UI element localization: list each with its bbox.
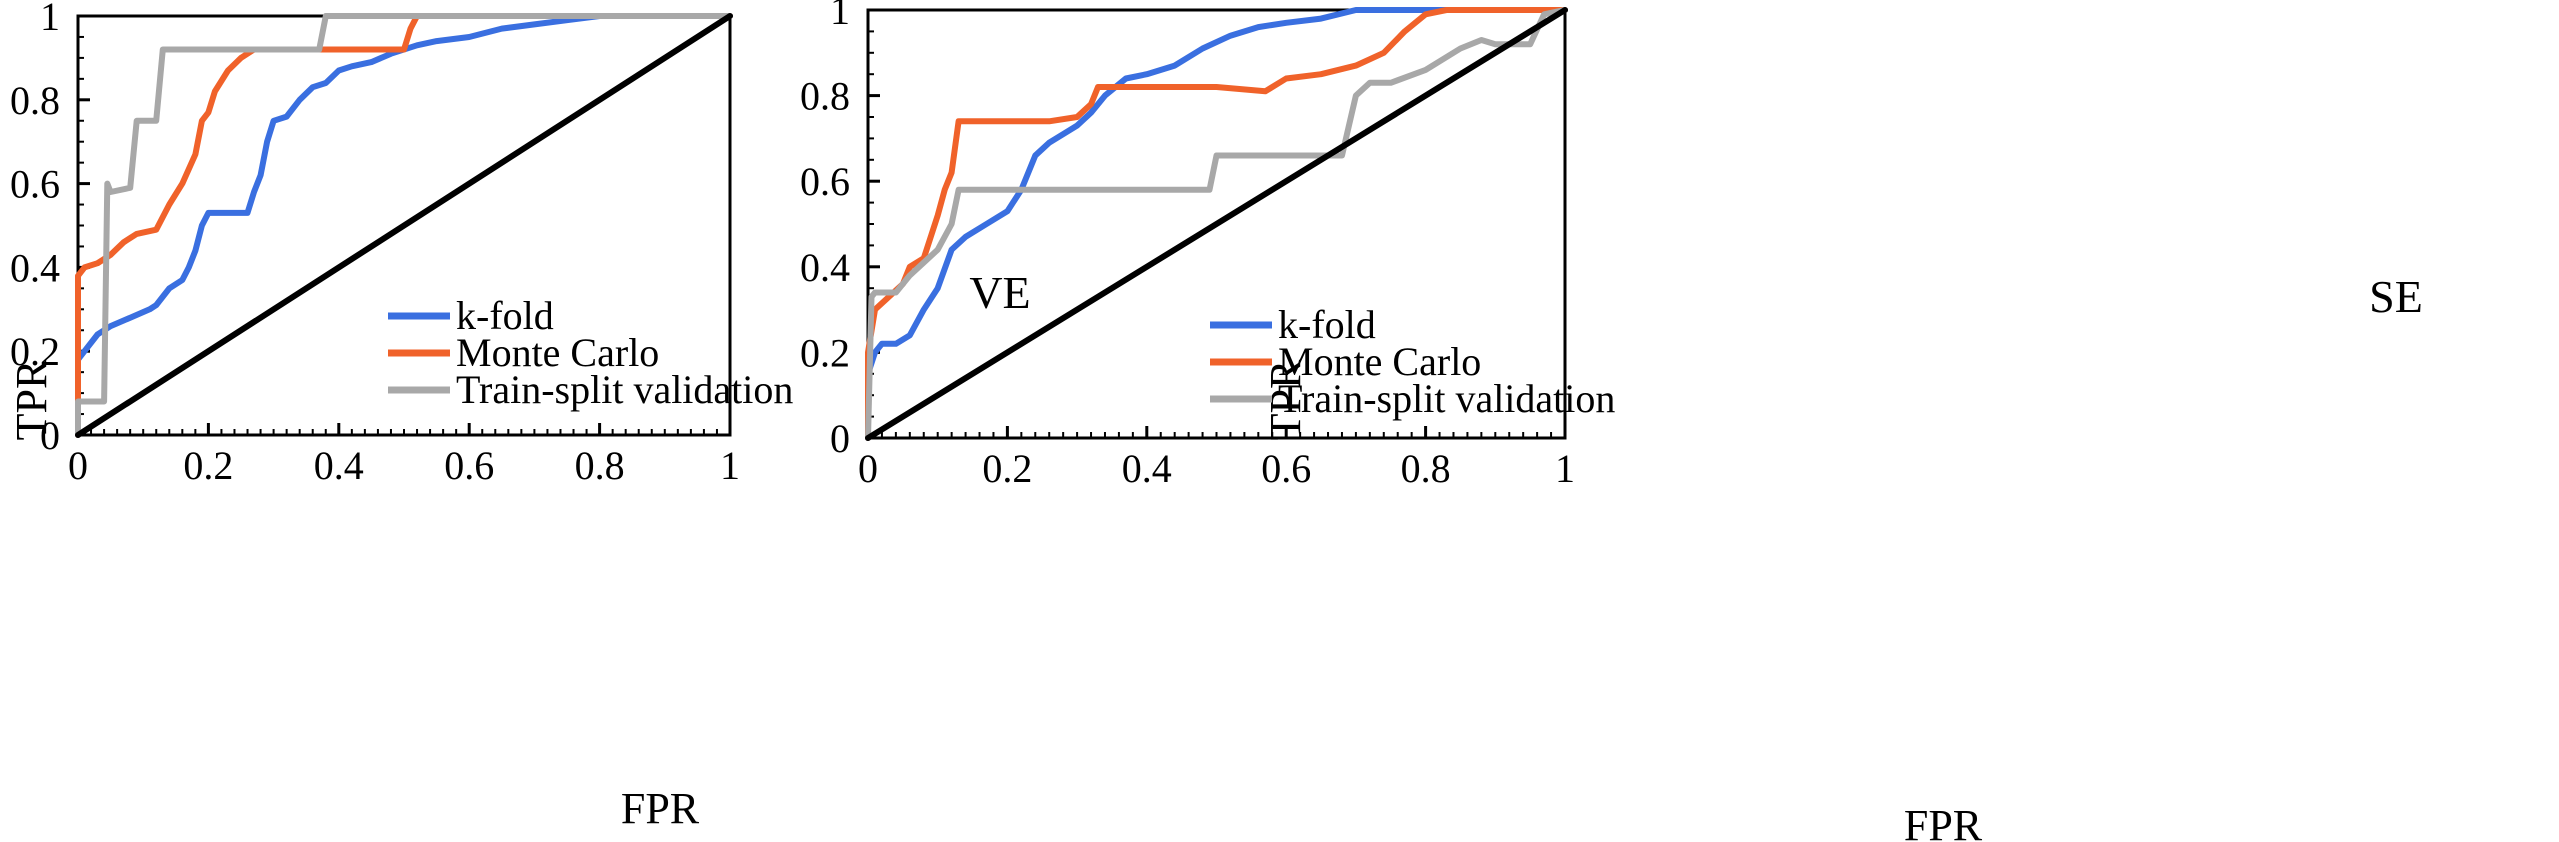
x-axis-title: FPR xyxy=(621,784,700,833)
x-tick-label: 0 xyxy=(68,443,88,488)
x-tick-label: 0.8 xyxy=(575,443,625,488)
y-tick-label: 0.4 xyxy=(800,245,850,290)
x-tick-label: 0.4 xyxy=(314,443,364,488)
y-tick-label: 0.6 xyxy=(10,162,60,207)
y-tick-label: 0.6 xyxy=(800,159,850,204)
y-tick-label: 0.2 xyxy=(10,329,60,374)
series-line-train-split-validation xyxy=(865,7,1568,441)
series-line-monte-carlo xyxy=(865,7,1568,441)
x-tick-label: 0.2 xyxy=(982,446,1032,491)
y-tick-label: 0.8 xyxy=(10,78,60,123)
x-tick-label: 0.2 xyxy=(183,443,233,488)
reference-diagonal-line xyxy=(865,7,1568,441)
x-tick-label: 1 xyxy=(720,443,740,488)
plot-area: 0 0.2 0.4 0.6 0.8 1 0 0.2 0.4 0.6 0.8 1 xyxy=(10,0,740,488)
x-tick-label: 0.4 xyxy=(1122,446,1172,491)
y-tick-label: 0.2 xyxy=(800,330,850,375)
x-tick-label: 0.8 xyxy=(1401,446,1451,491)
roc-panel-ve: 0 0.2 0.4 0.6 0.8 100.20.40.60.81 VE FPR TPR … xyxy=(7,0,1031,833)
y-tick-label: 1 xyxy=(40,0,60,39)
y-tick-label: 0 xyxy=(40,413,60,458)
panel-annotation: VE xyxy=(969,267,1030,318)
series-line-k-fold xyxy=(75,13,733,438)
y-tick-label: 0.4 xyxy=(10,245,60,290)
series-line-train-split-validation xyxy=(75,13,733,438)
y-tick-label: 0 xyxy=(830,416,850,461)
legend-entry: Train-split validation xyxy=(1278,376,1615,421)
legend-entry: k-fold xyxy=(1278,302,1376,347)
legend-entry: Monte Carlo xyxy=(1278,339,1481,384)
x-axis-title: FPR xyxy=(1904,801,1983,842)
y-tick-label: 1 xyxy=(830,0,850,33)
y-axis-title: TPR xyxy=(7,359,56,440)
x-tick-label: 0.6 xyxy=(444,443,494,488)
legend-entry: Train-split validation xyxy=(456,367,793,412)
series-line-k-fold xyxy=(865,7,1568,441)
reference-diagonal-line xyxy=(75,13,733,438)
y-tick-label: 0.8 xyxy=(800,74,850,119)
legend-entry: k-fold xyxy=(456,293,554,338)
x-tick-label: 0 xyxy=(858,446,878,491)
x-tick-label: 0.6 xyxy=(1261,446,1311,491)
plot-area: 0 0.2 0.4 0.6 0.8 1 0 0.2 0.4 0.6 0.8 1 xyxy=(800,0,1575,491)
legend-entry: Monte Carlo xyxy=(456,330,659,375)
roc-panel-se: 0 0.2 0.4 0.6 0.8 100.20.40.60.81 SE FPR TPR … xyxy=(800,0,2423,842)
x-tick-label: 1 xyxy=(1555,446,1575,491)
panel-annotation: SE xyxy=(2369,271,2423,322)
